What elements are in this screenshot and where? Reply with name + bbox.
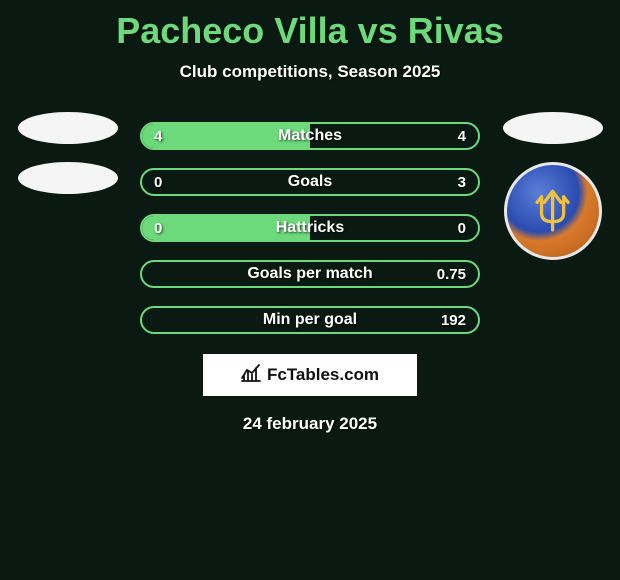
- stat-label: Goals per match: [142, 265, 478, 283]
- stat-label: Min per goal: [142, 311, 478, 329]
- stat-value-right: 0: [458, 220, 466, 237]
- footer-text: FcTables.com: [267, 365, 379, 385]
- stat-row: 4Matches4: [140, 122, 480, 150]
- stat-label: Hattricks: [142, 219, 478, 237]
- page-subtitle: Club competitions, Season 2025: [0, 62, 620, 82]
- stat-row: 0Goals3: [140, 168, 480, 196]
- stat-value-right: 3: [458, 174, 466, 191]
- stat-label: Goals: [142, 173, 478, 191]
- stat-value-right: 192: [441, 312, 466, 329]
- page-title: Pacheco Villa vs Rivas: [0, 0, 620, 52]
- stats-panel: 4Matches40Goals30Hattricks0Goals per mat…: [0, 122, 620, 334]
- stat-label: Matches: [142, 127, 478, 145]
- stat-row: Goals per match0.75: [140, 260, 480, 288]
- stat-row: 0Hattricks0: [140, 214, 480, 242]
- stat-value-right: 4: [458, 128, 466, 145]
- footer-attribution: FcTables.com: [203, 354, 417, 396]
- date-text: 24 february 2025: [0, 414, 620, 434]
- stat-value-right: 0.75: [437, 266, 466, 283]
- stat-row: Min per goal192: [140, 306, 480, 334]
- chart-icon: [241, 364, 261, 387]
